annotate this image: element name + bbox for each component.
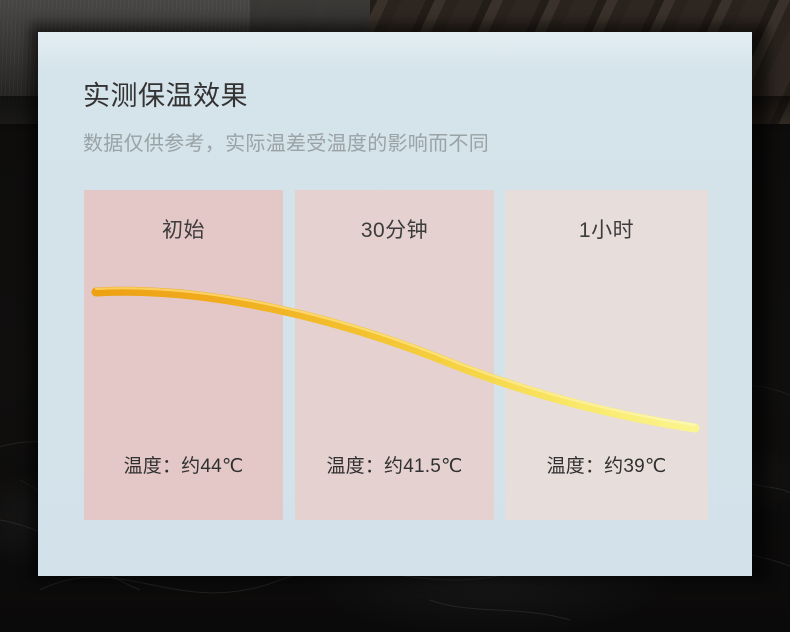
card-1hour-label: 1小时 bbox=[578, 219, 635, 242]
page-title: 实测保温效果 bbox=[83, 81, 248, 111]
card-1hour-temperature: 温度：约39℃ bbox=[546, 456, 667, 477]
card-initial-label: 初始 bbox=[162, 219, 205, 242]
page-subtitle: 数据仅供参考，实际温差受温度的影响而不同 bbox=[83, 133, 489, 155]
card-1hour: 1小时 温度：约39℃ bbox=[505, 190, 708, 520]
card-30min-temperature: 温度：约41.5℃ bbox=[326, 456, 463, 477]
card-initial: 初始 温度：约44℃ bbox=[84, 190, 283, 520]
info-panel: 实测保温效果 数据仅供参考，实际温差受温度的影响而不同 初始 温度：约44℃ 3… bbox=[38, 32, 752, 576]
card-30min-label: 30分钟 bbox=[360, 219, 429, 242]
comparison-cards: 初始 温度：约44℃ 30分钟 温度：约41.5℃ 1小时 温度：约39℃ bbox=[84, 190, 708, 520]
card-initial-temperature: 温度：约44℃ bbox=[123, 456, 244, 477]
card-30min: 30分钟 温度：约41.5℃ bbox=[295, 190, 494, 520]
